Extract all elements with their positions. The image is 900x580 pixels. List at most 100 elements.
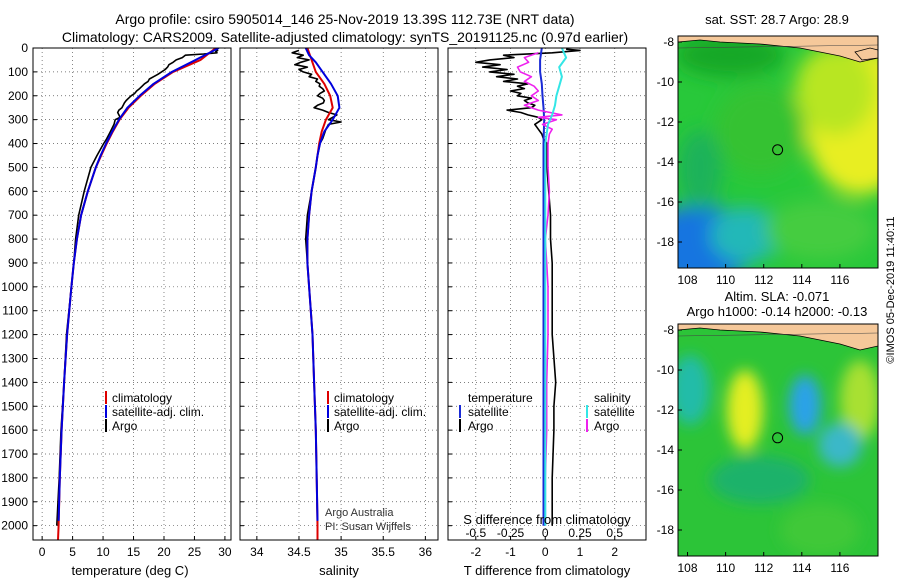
difference-xlabel: T difference from climatology: [464, 563, 631, 578]
depth-tick-label: 1400: [1, 375, 28, 389]
salinity-xticks: 34 34.5 35 35.5 36: [250, 545, 432, 559]
depth-tick-label: 1100: [2, 304, 28, 318]
depth-axis: 0 100 200 300 400 500 600 700 800 900 1000 1100 1200…: [1, 41, 28, 533]
sst-map-grid: [678, 41, 841, 268]
sla-south: [710, 456, 810, 504]
x-tick-label: -1: [505, 545, 516, 559]
map-lat-tick-label: -16: [657, 483, 675, 497]
sal-diff-tick-label: -0.25: [497, 526, 525, 540]
sst-mid: [715, 85, 805, 175]
difference-frame: [447, 47, 647, 541]
sla-low-west: [678, 355, 710, 425]
x-tick-label: 5: [69, 545, 76, 559]
salinity-diff-xlabel: S difference from climatology: [463, 512, 631, 527]
annotation-pi: PI: Susan Wijffels: [325, 521, 411, 533]
sla-land-java: [678, 324, 878, 351]
x-tick-label: 30: [218, 545, 232, 559]
sla-map-ticks: 108 110 112 114 116 -8 -10 -12 -14 -16 -18: [657, 323, 850, 575]
salinity-frame: [239, 47, 439, 541]
imos-credit: ©IMOS 05-Dec-2019 11:40:11: [885, 216, 897, 363]
series-line-satellite-t-diff: [539, 48, 546, 526]
sst-land-islands: [854, 47, 878, 61]
series-line-satellite-adj-clim-: [57, 48, 220, 521]
map-lat-tick-label: -18: [657, 235, 675, 249]
salinity-xlabel: salinity: [319, 563, 359, 578]
x-tick-label: 36: [419, 545, 433, 559]
depth-tick-label: 300: [8, 113, 28, 127]
map-lon-tick-label: 116: [830, 273, 849, 287]
x-tick-label: 10: [96, 545, 110, 559]
depth-tick-label: 500: [8, 160, 28, 174]
figure-title-line1: Argo profile: csiro 5905014_146 25-Nov-2…: [115, 11, 574, 27]
sst-south-mid: [765, 200, 875, 260]
legend-climatology: climatology: [334, 391, 394, 405]
legend-argo: Argo: [112, 419, 138, 433]
map-lat-tick-label: -8: [663, 35, 674, 49]
x-tick-label: 15: [127, 545, 141, 559]
difference-legend-temperature: temperature satellite Argo: [459, 391, 533, 433]
map-lat-tick-label: -18: [657, 523, 675, 537]
sla-low-center: [789, 375, 821, 435]
series-line-argo: [291, 49, 342, 526]
legend-argo: Argo: [334, 419, 360, 433]
legend-satellite: satellite-adj. clim.: [334, 405, 426, 419]
sst-warm-northeast: [795, 45, 875, 135]
depth-tick-label: 1900: [1, 495, 28, 509]
depth-tick-label: 400: [8, 137, 28, 151]
difference-legend-salinity: salinity satellite Argo: [586, 391, 635, 433]
series-line-satellite-adj-clim-: [304, 48, 341, 521]
salinity-panel: 34 34.5 35 35.5 36 salinity climatology sate…: [239, 47, 439, 578]
sst-argo-location-marker: [772, 144, 784, 156]
depth-tick-label: 600: [8, 184, 28, 198]
map-lat-tick-label: -16: [657, 195, 675, 209]
sal-diff-tick-label: 0: [542, 526, 549, 540]
depth-tick-label: 900: [8, 256, 28, 270]
sst-map-title: sat. SST: 28.7 Argo: 28.9: [705, 12, 849, 27]
sst-north-band: [678, 36, 785, 77]
difference-lines: [474, 48, 581, 526]
legend-climatology: climatology: [112, 391, 172, 405]
map-lat-tick-label: -14: [657, 443, 675, 457]
sla-map-field: [678, 324, 878, 556]
depth-tick-label: 1600: [1, 423, 28, 437]
sla-map-title-line1: Altim. SLA: -0.071: [725, 289, 830, 304]
series-line-argo: [56, 48, 219, 526]
x-tick-label: 20: [157, 545, 171, 559]
legend-t-satellite: satellite: [468, 405, 509, 419]
temperature-panel: 0 5 10 15 20 25 30 temperature (deg C) climato…: [32, 47, 232, 578]
sla-map-title-line2: Argo h1000: -0.14 h2000: -0.13: [687, 304, 868, 319]
map-lat-tick-label: -14: [657, 155, 675, 169]
depth-tick-label: 1700: [1, 447, 28, 461]
x-tick-label: 35.5: [372, 545, 396, 559]
map-lon-tick-label: 114: [792, 273, 811, 287]
sla-blobs: [678, 355, 878, 556]
temperature-grid: [33, 47, 231, 540]
sla-map-grid: [678, 329, 841, 556]
map-lon-tick-label: 110: [716, 561, 735, 575]
map-lon-tick-label: 112: [754, 561, 773, 575]
sla-high-east: [840, 360, 878, 440]
x-tick-label: -2: [470, 545, 481, 559]
temperature-xlabel: temperature (deg C): [71, 563, 188, 578]
depth-tick-label: 700: [8, 208, 28, 222]
sla-argo-location-marker: [772, 432, 784, 444]
x-tick-label: 1: [577, 545, 584, 559]
depth-tick-label: 1200: [1, 328, 28, 342]
map-lon-tick-label: 110: [716, 273, 735, 287]
sal-diff-tick-label: -0.5: [465, 526, 486, 540]
legend-s-satellite: satellite: [594, 405, 635, 419]
depth-tick-label: 100: [8, 65, 28, 79]
map-lon-tick-label: 112: [754, 273, 773, 287]
salinity-diff-xticks: -0.5 -0.25 0 0.25 0.5: [465, 526, 623, 540]
sst-blobs: [678, 36, 878, 268]
depth-tick-label: 1300: [1, 351, 28, 365]
sst-map-frame: [677, 35, 879, 269]
x-tick-label: 25: [188, 545, 202, 559]
map-lat-tick-label: -12: [657, 115, 675, 129]
temperature-frame: [32, 47, 232, 541]
x-tick-label: 0: [542, 545, 549, 559]
depth-tick-label: 0: [21, 41, 28, 55]
map-lat-tick-label: -12: [657, 403, 675, 417]
series-line-climatology: [57, 48, 217, 540]
legend-s-argo: Argo: [594, 419, 620, 433]
